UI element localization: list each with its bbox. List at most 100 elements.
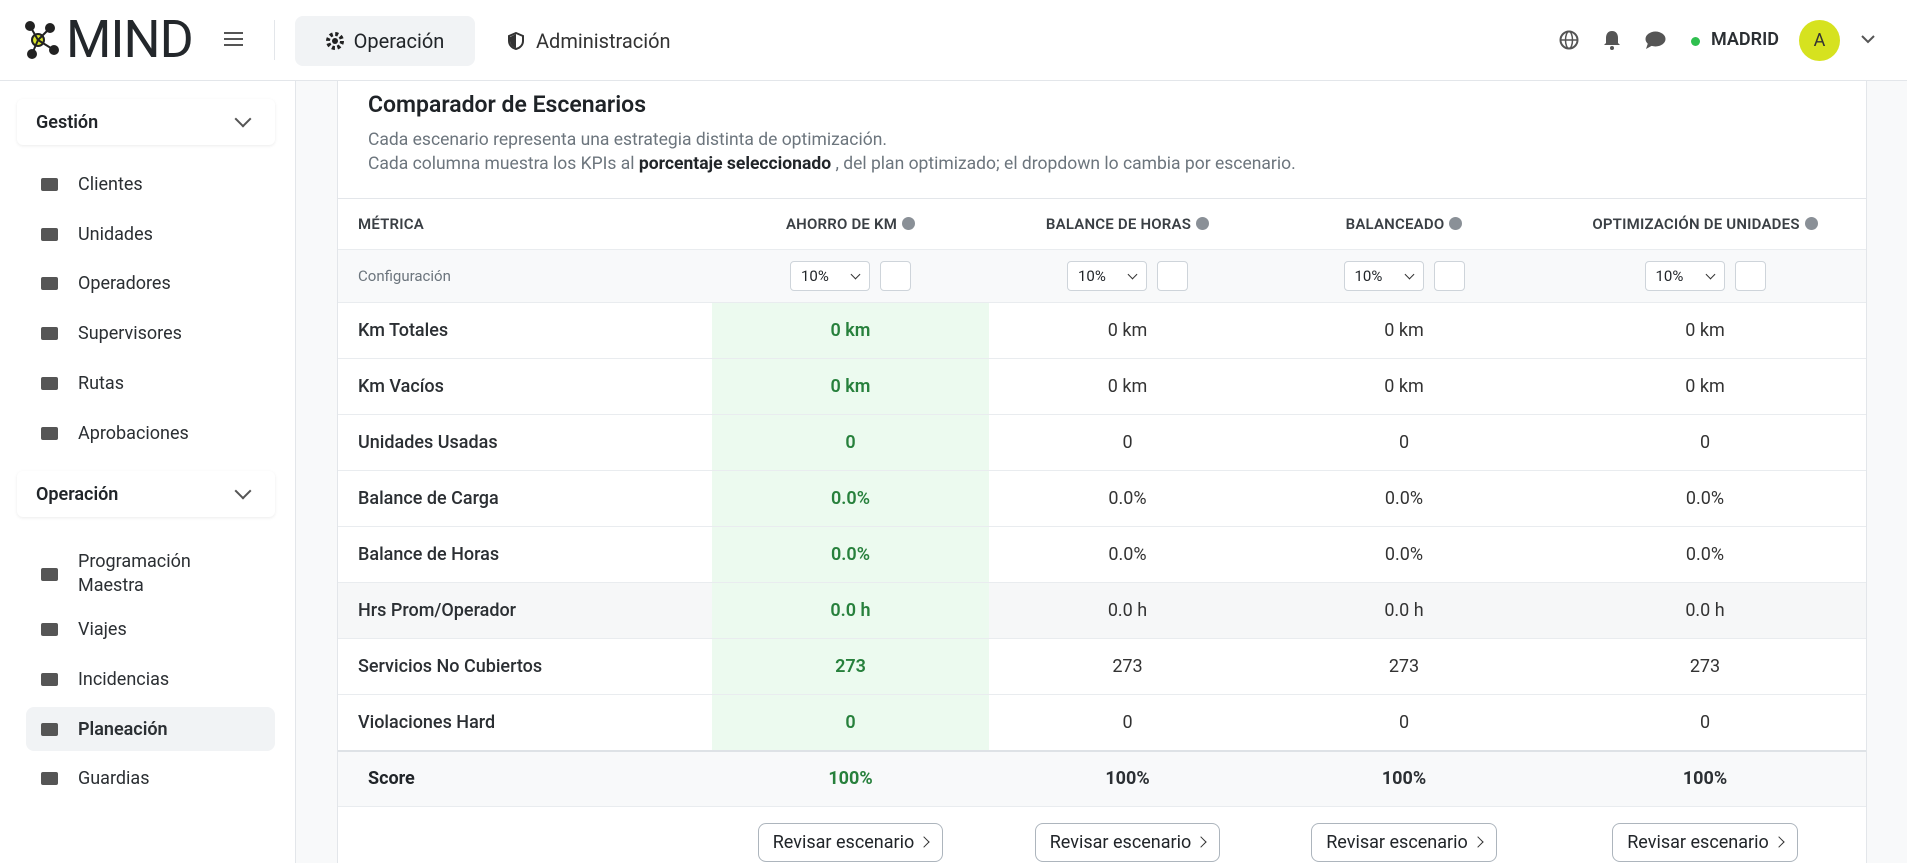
metric-value: 0.0 h [1542,582,1866,639]
sidebar-item[interactable]: Guardias [26,756,275,800]
location[interactable]: MADRID [1711,29,1779,50]
sidebar-item[interactable]: Planeación [26,707,275,751]
metric-label: Hrs Prom/Operador [338,582,712,639]
section-header[interactable]: Gestión [17,99,275,145]
metric-value: 0 km [989,302,1266,359]
sidebar: Gestión Clientes Unidades Operadores Supervi… [0,81,296,863]
sidebar-item[interactable]: Clientes [26,162,275,206]
metric-value: 0.0% [1266,526,1542,583]
metric-value: 273 [1542,638,1866,695]
review-button[interactable]: Revisar escenario [1311,823,1497,862]
metric-value: 0 km [1266,302,1542,359]
column-header: OPTIMIZACIÓN DE UNIDADES [1542,198,1866,250]
avatar[interactable]: A [1799,20,1840,61]
nav-tab[interactable]: Administración [508,16,671,66]
action-cell: Revisar escenario [1542,807,1866,862]
metric-value: 0.0 h [712,582,989,639]
sidebar-item[interactable]: Rutas [26,361,275,405]
table-body: Configuración 10% 10% 10% 10% Km Totales 0 km 0… [338,249,1866,862]
expand-button[interactable] [1433,261,1465,291]
score-label: Score [338,750,712,807]
metric-label: Servicios No Cubiertos [338,638,712,695]
button-label: Revisar escenario [772,832,915,853]
bell-icon[interactable] [1603,30,1621,50]
scenario-name: BALANCE DE HORAS [1045,215,1192,233]
globe-icon[interactable] [1559,30,1579,50]
item-icon [41,326,58,340]
metric-value: 0 km [1542,302,1866,359]
nav-tab[interactable]: Operación [295,16,475,66]
metric-value: 0.0 h [1266,582,1542,639]
text: , del plan optimizado; el dropdown lo ca… [835,154,1296,174]
comparator-card: Comparador de Escenarios Cada escenario … [337,81,1867,863]
score-value: 100% [1542,750,1866,807]
metric-value: 0.0% [712,470,989,527]
expand-button[interactable] [1157,261,1188,291]
review-button[interactable]: Revisar escenario [1612,823,1798,862]
comparison-table: MÉTRICA AHORRO DE KM BALANCE DE HORAS BALAN… [338,198,1866,862]
sidebar-item[interactable]: Aprobaciones [26,411,275,455]
metric-value: 273 [989,638,1266,695]
review-button[interactable]: Revisar escenario [757,823,944,862]
sidebar-item[interactable]: Supervisores [26,311,275,355]
dropdown-caret [850,269,861,279]
percent-dropdown[interactable]: 10% [1343,261,1424,291]
metric-value: 0.0% [989,470,1266,527]
metric-value: 0 [989,414,1266,471]
dropdown-value: 10% [1655,267,1684,285]
item-icon [41,227,58,241]
metric-label: Unidades Usadas [338,414,712,471]
item-icon [41,426,58,440]
card-description: Cada escenario representa una estrategia… [368,130,887,150]
percent-dropdown[interactable]: 10% [1644,261,1725,291]
expand-button[interactable] [1734,261,1766,291]
metric-label: Violaciones Hard [338,694,712,751]
header-row: MÉTRICA AHORRO DE KM BALANCE DE HORAS BALAN… [338,198,1866,250]
item-label: Unidades [78,223,153,245]
sidebar-item[interactable]: Viajes [26,607,275,651]
sidebar-item[interactable]: Incidencias [26,657,275,701]
item-label: Aprobaciones [78,422,189,444]
button-label: Revisar escenario [1326,832,1468,853]
metric-row: Balance de Carga 0.0% 0.0% 0.0% 0.0% [338,470,1866,527]
info-icon [902,217,916,230]
percent-dropdown[interactable]: 10% [790,261,870,291]
main-content: Comparador de Escenarios Cada escenario … [296,81,1907,863]
review-button[interactable]: Revisar escenario [1034,823,1221,862]
dropdown-value: 10% [801,267,829,285]
menu-toggle[interactable] [224,31,244,48]
expand-button[interactable] [880,261,911,291]
item-icon [41,672,58,686]
scenario-name: OPTIMIZACIÓN DE UNIDADES [1592,215,1800,233]
section-header[interactable]: Operación [17,471,275,517]
config-cell: 10% [1542,249,1866,303]
user-menu-chevron[interactable] [1861,35,1875,44]
score-row: Score 100% 100% 100% 100% [338,750,1866,807]
sidebar-item[interactable]: Programación Maestra [26,544,275,604]
sidebar-item[interactable]: Unidades [26,212,275,256]
card-description: Cada columna muestra los KPIs al porcent… [368,154,1296,174]
section-title: Gestión [36,111,99,133]
info-icon [1196,217,1210,230]
emphasis: porcentaje seleccionado [638,154,832,174]
action-cell: Revisar escenario [712,807,989,862]
metric-value: 0.0% [1266,470,1542,527]
sidebar-item[interactable]: Operadores [26,261,275,305]
section-chevron [234,110,252,128]
metric-row: Violaciones Hard 0 0 0 0 [338,694,1866,751]
chat-icon[interactable] [1645,31,1666,49]
item-label: Clientes [78,173,143,195]
metric-value: 0 km [1266,358,1542,415]
metric-value: 0 [712,694,989,751]
section-chevron [234,482,252,500]
metric-value: 0 [712,414,989,471]
item-icon [41,177,58,191]
metric-row: Hrs Prom/Operador 0.0 h 0.0 h 0.0 h 0.0 h [338,582,1866,639]
percent-dropdown[interactable]: 10% [1067,261,1147,291]
metric-value: 0 [1542,694,1866,751]
item-label: Guardias [78,767,150,789]
item-icon [41,276,58,290]
item-icon [41,722,58,736]
action-row: Revisar escenario Revisar escenario Revisa… [338,807,1866,862]
